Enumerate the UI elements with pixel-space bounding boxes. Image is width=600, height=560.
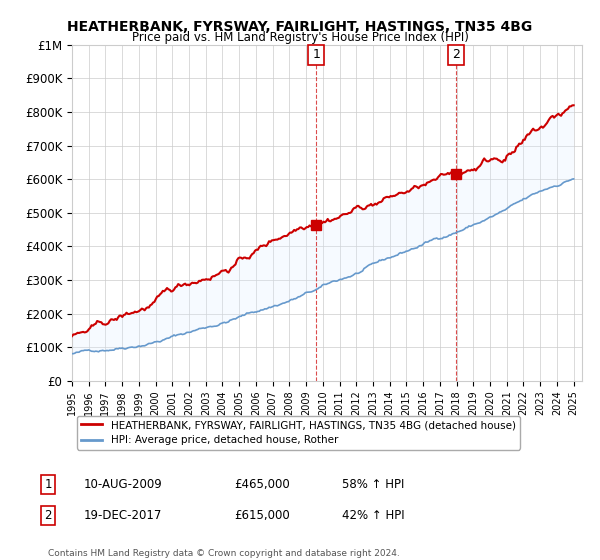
Text: 2: 2 <box>452 48 460 62</box>
Text: 42% ↑ HPI: 42% ↑ HPI <box>342 508 404 522</box>
Text: 58% ↑ HPI: 58% ↑ HPI <box>342 478 404 491</box>
Text: Contains HM Land Registry data © Crown copyright and database right 2024.: Contains HM Land Registry data © Crown c… <box>48 549 400 558</box>
Text: 10-AUG-2009: 10-AUG-2009 <box>84 478 163 491</box>
Text: 2: 2 <box>44 508 52 522</box>
Text: £465,000: £465,000 <box>234 478 290 491</box>
Text: 1: 1 <box>44 478 52 491</box>
Text: HEATHERBANK, FYRSWAY, FAIRLIGHT, HASTINGS, TN35 4BG: HEATHERBANK, FYRSWAY, FAIRLIGHT, HASTING… <box>67 20 533 34</box>
Text: £615,000: £615,000 <box>234 508 290 522</box>
Text: 19-DEC-2017: 19-DEC-2017 <box>84 508 163 522</box>
Legend: HEATHERBANK, FYRSWAY, FAIRLIGHT, HASTINGS, TN35 4BG (detached house), HPI: Avera: HEATHERBANK, FYRSWAY, FAIRLIGHT, HASTING… <box>77 416 520 450</box>
Text: 1: 1 <box>312 48 320 62</box>
Text: Price paid vs. HM Land Registry's House Price Index (HPI): Price paid vs. HM Land Registry's House … <box>131 31 469 44</box>
